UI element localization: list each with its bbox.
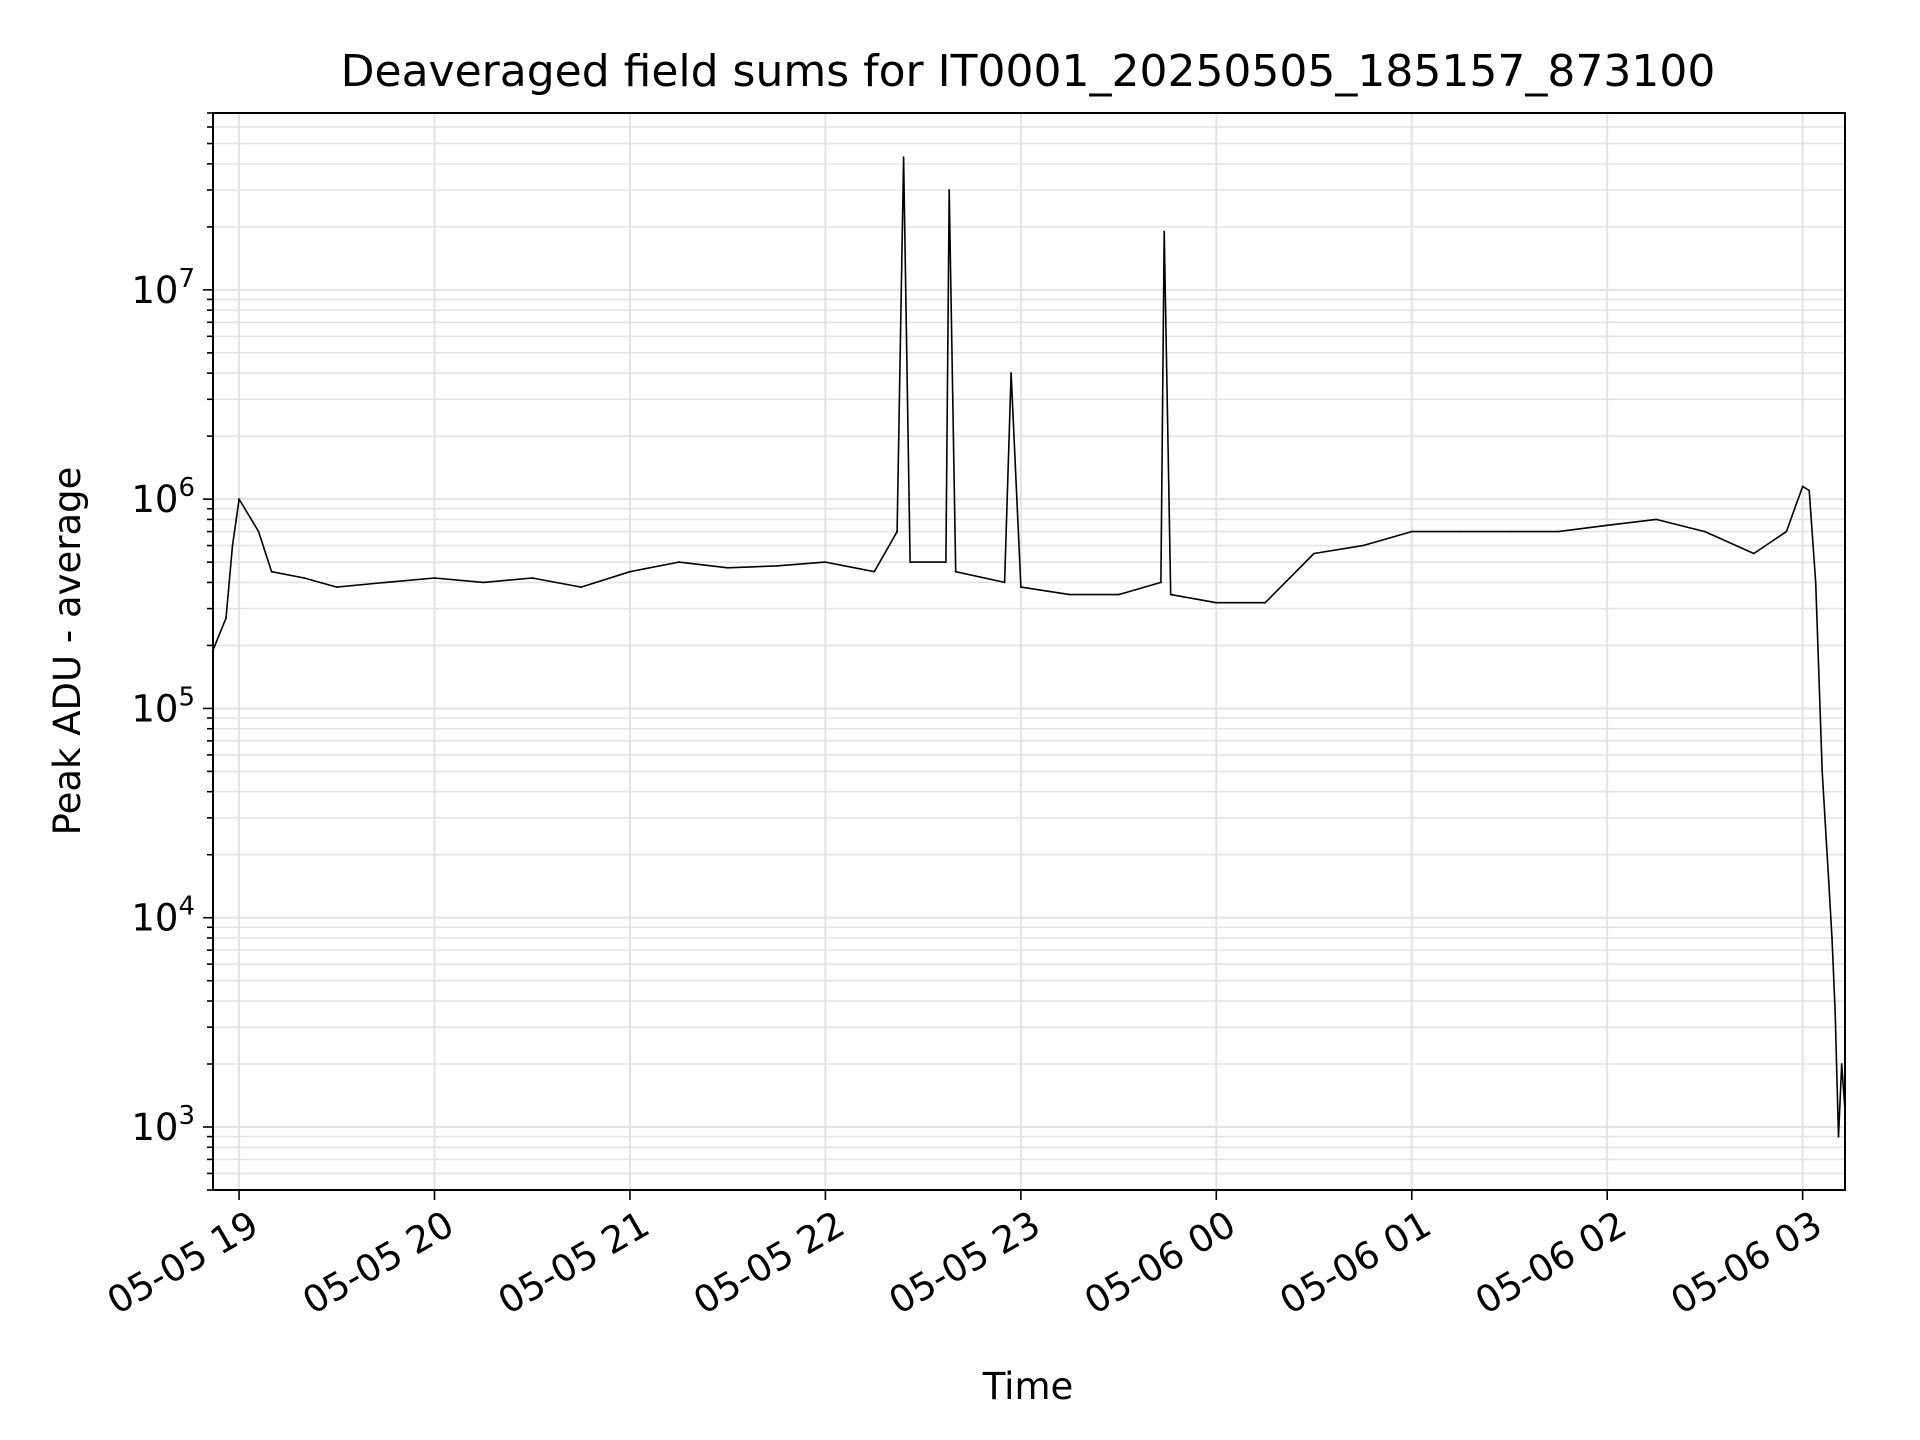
y-tick-base: 10	[131, 897, 178, 940]
data-point	[225, 617, 227, 620]
y-tick-label: 105	[131, 682, 195, 730]
y-tick-label: 107	[131, 264, 195, 312]
data-point	[1827, 879, 1830, 882]
series-group	[212, 156, 1846, 1138]
y-tick-base: 10	[131, 478, 178, 521]
data-point	[896, 530, 898, 533]
data-point	[238, 498, 240, 501]
y-tick-base: 10	[131, 269, 178, 312]
data-point	[433, 577, 436, 579]
data-point	[1019, 586, 1022, 588]
y-tick-exponent: 4	[178, 892, 195, 922]
data-point	[1840, 1063, 1843, 1065]
data-point	[231, 544, 234, 547]
data-point	[580, 586, 582, 588]
y-axis-label: Peak ADU - average	[46, 467, 89, 836]
data-point	[677, 561, 680, 564]
y-tick-exponent: 3	[178, 1101, 195, 1131]
data-point	[1068, 593, 1071, 596]
data-point	[945, 561, 947, 564]
y-tick-label: 103	[131, 1101, 195, 1149]
y-tick-label: 106	[131, 473, 195, 521]
data-point	[1704, 530, 1706, 533]
data-point	[1808, 489, 1811, 492]
y-tick-label: 104	[131, 892, 195, 940]
data-point	[1160, 581, 1162, 584]
data-point	[1215, 601, 1218, 604]
data-point	[257, 530, 260, 533]
data-point	[482, 581, 485, 584]
y-tick-exponent: 5	[178, 682, 195, 712]
data-point	[531, 577, 534, 579]
data-point	[909, 561, 912, 564]
data-point	[629, 570, 631, 573]
data-point	[1837, 1135, 1840, 1138]
plot-frame	[212, 112, 1846, 1191]
data-point	[1508, 530, 1511, 533]
data-point	[948, 189, 951, 191]
data-point	[726, 566, 729, 569]
data-point	[1003, 581, 1006, 584]
data-point	[335, 586, 338, 588]
data-point	[1117, 593, 1120, 596]
y-tick-exponent: 6	[178, 473, 195, 503]
data-point	[1655, 518, 1657, 521]
data-point	[824, 561, 827, 564]
data-point	[1814, 581, 1817, 584]
data-point	[1410, 530, 1413, 533]
data-point	[1361, 544, 1364, 547]
data-point	[873, 570, 876, 573]
data-point	[384, 581, 387, 584]
x-axis-label: Time	[982, 1365, 1074, 1408]
data-point	[1459, 530, 1462, 533]
data-point	[303, 577, 306, 579]
data-point	[1801, 485, 1804, 488]
data-point	[1163, 230, 1166, 233]
data-point	[1831, 937, 1833, 939]
data-point	[775, 564, 778, 567]
data-point	[1264, 601, 1267, 604]
data-point	[1169, 593, 1172, 596]
data-point	[270, 570, 273, 573]
y-tick-base: 10	[131, 687, 178, 730]
y-tick-exponent: 7	[178, 264, 195, 294]
series-line-0	[212, 156, 1846, 1138]
data-point	[1785, 530, 1788, 533]
chart-title: Deaveraged field sums for IT0001_2025050…	[341, 46, 1716, 97]
data-point	[1752, 552, 1755, 555]
y-tick-base: 10	[131, 1106, 178, 1149]
grid-lines	[213, 112, 1845, 1191]
data-point	[1010, 372, 1012, 375]
data-point	[1834, 1012, 1837, 1015]
data-point	[1606, 524, 1609, 527]
data-point	[1557, 530, 1560, 533]
data-point	[1313, 552, 1315, 555]
data-point	[902, 156, 905, 159]
data-point	[1821, 770, 1824, 773]
data-point	[954, 570, 957, 573]
